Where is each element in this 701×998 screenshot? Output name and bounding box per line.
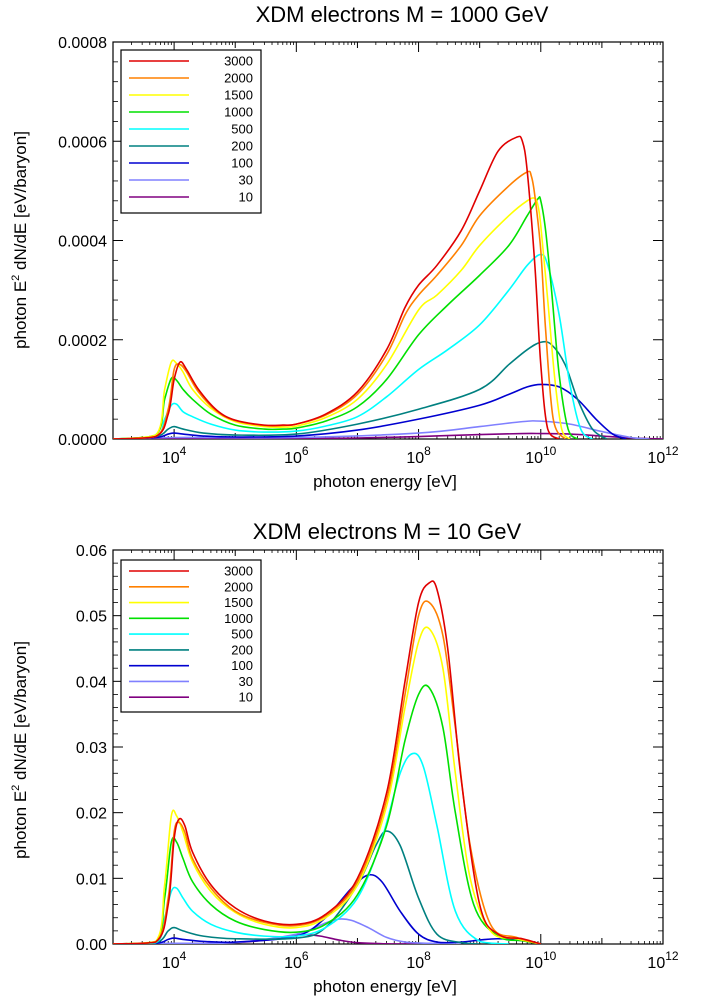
x-tick-label: 108: [406, 444, 431, 467]
y-tick-label: 0.06: [76, 543, 107, 560]
legend-label-200: 200: [231, 139, 253, 154]
x-axis-label: photon energy [eV]: [313, 977, 457, 996]
y-tick-label: 0.01: [76, 871, 107, 888]
legend-label-1000: 1000: [224, 105, 253, 120]
x-tick-label: 104: [162, 444, 187, 467]
legend-label-10: 10: [239, 690, 253, 705]
y-axis-label: photon E2 dN/dE [eV/baryon]: [10, 641, 30, 859]
legend-label-100: 100: [231, 156, 253, 171]
legend-label-2000: 2000: [224, 71, 253, 86]
series-line-3000: [113, 580, 542, 944]
y-tick-label: 0.0004: [58, 234, 107, 251]
series-line-10: [113, 432, 663, 439]
chart-title: XDM electrons M = 10 GeV: [253, 519, 522, 544]
legend-label-1000: 1000: [224, 611, 253, 626]
y-tick-label: 0.0008: [58, 35, 107, 52]
series-line-1000: [113, 684, 541, 944]
x-tick-label: 1012: [647, 444, 678, 467]
legend-label-3000: 3000: [224, 54, 253, 69]
x-tick-label: 1010: [525, 444, 556, 467]
x-tick-label: 106: [284, 949, 309, 972]
series-line-500: [113, 752, 509, 944]
x-tick-label: 108: [406, 949, 431, 972]
legend-label-30: 30: [239, 173, 253, 188]
series-line-1000: [113, 196, 579, 439]
series-line-1500: [113, 197, 571, 439]
legend-label-500: 500: [231, 122, 253, 137]
y-tick-label: 0.00: [76, 937, 107, 954]
y-tick-label: 0.05: [76, 609, 107, 626]
chart-title: XDM electrons M = 1000 GeV: [256, 2, 549, 27]
legend-label-2000: 2000: [224, 579, 253, 594]
series-line-1500: [113, 626, 541, 944]
x-tick-label: 106: [284, 444, 309, 467]
y-tick-label: 0.0000: [58, 432, 107, 449]
y-tick-label: 0.0002: [58, 333, 107, 350]
legend-label-200: 200: [231, 642, 253, 657]
series-line-2000: [113, 170, 566, 439]
x-tick-label: 104: [162, 949, 187, 972]
legend-box: [120, 49, 262, 214]
series-lines: [113, 135, 663, 439]
series-lines: [113, 580, 542, 944]
y-tick-label: 0.0006: [58, 134, 107, 151]
x-axis-label: photon energy [eV]: [313, 472, 457, 491]
y-tick-label: 0.04: [76, 674, 107, 691]
series-line-200: [113, 340, 608, 439]
bottom-chart-panel: XDM electrons M = 10 GeV photon energy […: [10, 519, 679, 996]
legend-box: [120, 559, 262, 713]
x-tick-label: 1012: [647, 949, 678, 972]
legend-label-1500: 1500: [224, 88, 253, 103]
x-tick-label: 1010: [525, 949, 556, 972]
legend: 3000 2000 1500 1000 500 200 100 30 10: [120, 49, 262, 214]
legend-label-500: 500: [231, 627, 253, 642]
series-line-3000: [113, 135, 560, 439]
axis-ticks: 104 106 108 1010 1012 0.0000 0.0002 0.0004 0.000…: [58, 35, 679, 467]
legend-label-1500: 1500: [224, 595, 253, 610]
legend-label-10: 10: [239, 190, 253, 205]
axis-ticks: 104 106 108 1010 1012 0.00 0.01 0.02 0.03 0.04 0.0…: [76, 543, 679, 972]
y-tick-label: 0.03: [76, 740, 107, 757]
legend-label-30: 30: [239, 674, 253, 689]
top-chart-panel: XDM electrons M = 1000 GeV photon energy…: [10, 2, 679, 491]
legend-label-3000: 3000: [224, 564, 253, 579]
series-line-500: [113, 253, 593, 439]
legend-label-100: 100: [231, 658, 253, 673]
y-axis-label: photon E2 dN/dE [eV/baryon]: [10, 131, 30, 349]
y-tick-label: 0.02: [76, 806, 107, 823]
